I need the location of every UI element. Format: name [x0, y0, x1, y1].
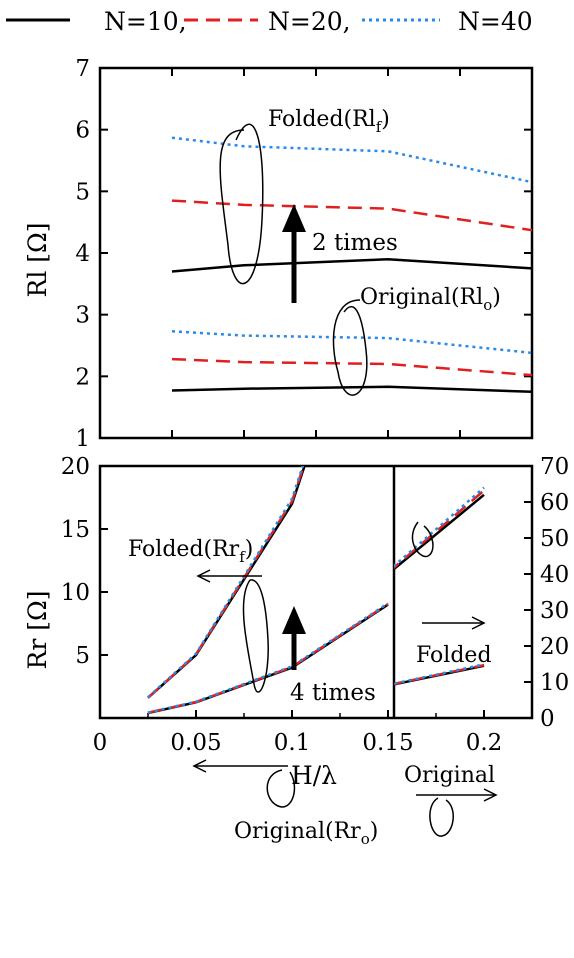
top-y-axis-label: Rl [Ω] [23, 223, 52, 298]
top-ytick-labels: 1 2 3 4 5 6 7 [75, 56, 90, 452]
bottom-xtick-label: 0.2 [466, 730, 503, 756]
bottom-ratio-label: 4 times [290, 680, 376, 706]
bottom-ticks [100, 501, 532, 718]
bottom-ytick-label-right: 30 [540, 598, 569, 624]
bottom-folded-right-arrowhead [471, 616, 486, 630]
legend-label-n20: N=20, [268, 7, 351, 36]
bottom-left-line-folded-n20 [147, 466, 305, 699]
top-ratio-arrow-head [282, 204, 306, 232]
bottom-ytick-label-right: 40 [540, 562, 569, 588]
bottom-ytick-label-right: 70 [540, 454, 569, 480]
bottom-folded-arrowhead [196, 569, 211, 583]
bottom-original-right-label: Original [404, 763, 495, 788]
bottom-folded-right-ellipse [411, 521, 434, 558]
bottom-folded-label: Folded(Rrf) [128, 537, 253, 566]
bottom-ytick-label-left: 15 [61, 517, 90, 543]
top-folded-label: Folded(Rlf) [268, 107, 390, 136]
bottom-left-line-folded-n10 [147, 466, 306, 699]
top-series-line-original-n40 [171, 330, 533, 355]
top-ytick-label: 5 [75, 179, 90, 205]
top-ytick-label: 2 [75, 364, 90, 390]
bottom-original-right-arrowhead [483, 788, 498, 802]
top-series-line-folded-n20 [171, 199, 533, 232]
top-series-line-original-n10 [171, 385, 533, 394]
bottom-folded-ellipse [242, 579, 269, 693]
legend-label-n10: N=10, [104, 7, 187, 36]
top-ytick-label: 1 [75, 426, 90, 452]
bottom-xtick-label: 0.05 [170, 730, 221, 756]
bottom-right-line-folded-n40 [394, 486, 485, 568]
bottom-ytick-label-right: 60 [540, 490, 569, 516]
bottom-xtick-labels: 0 0.05 0.1 0.15 0.2 [93, 730, 503, 756]
top-original-ellipse [332, 299, 368, 396]
bottom-left-line-original-n40 [147, 602, 389, 714]
bottom-folded-right-label: Folded [416, 643, 492, 668]
top-ratio-label: 2 times [312, 230, 398, 256]
bottom-right-line-original-n20 [394, 663, 485, 686]
bottom-ytick-label-left: 10 [61, 580, 90, 606]
bottom-ytick-label-left: 5 [75, 643, 90, 669]
legend-label-n40: N=40 [458, 7, 533, 36]
top-series-line-folded-n10 [171, 257, 533, 273]
legend: N=10, N=20, N=40 [6, 7, 533, 36]
bottom-original-right-ellipse [429, 797, 454, 837]
bottom-right-line-folded-n20 [394, 489, 485, 570]
bottom-xtick-label: 0.1 [274, 730, 311, 756]
bottom-original-label: Original(Rro) [234, 819, 378, 848]
bottom-series [147, 466, 485, 715]
bottom-x-axis-label: H/λ [291, 761, 337, 790]
bottom-original-arrowhead [192, 759, 207, 773]
top-ytick-label: 4 [75, 241, 90, 267]
top-folded-ellipse [219, 123, 264, 285]
bottom-right-line-folded-n10 [394, 493, 485, 571]
top-original-label: Original(Rlo) [360, 285, 501, 314]
bottom-original-ellipse [266, 769, 296, 808]
top-ytick-label: 7 [75, 56, 90, 82]
bottom-ratio-arrow-head [282, 606, 306, 634]
top-series-line-original-n20 [171, 357, 533, 377]
top-panel: 1 2 3 4 5 6 7 Rl [Ω] Folded(Rlf) Original(Rlo)… [23, 56, 534, 452]
top-ytick-label: 3 [75, 303, 90, 329]
top-series-line-folded-n40 [171, 136, 533, 184]
bottom-ytick-label-right: 10 [540, 670, 569, 696]
top-ticks [100, 68, 532, 438]
bottom-xtick-label: 0 [93, 730, 108, 756]
bottom-ytick-label-left: 20 [61, 454, 90, 480]
top-ytick-label: 6 [75, 118, 90, 144]
bottom-xtick-label: 0.15 [362, 730, 413, 756]
bottom-ytick-label-right: 20 [540, 634, 569, 660]
bottom-right-line-original-n40 [394, 663, 485, 685]
bottom-y-axis-label: Rr [Ω] [23, 591, 52, 670]
bottom-ytick-label-right: 0 [540, 706, 555, 732]
bottom-ytick-label-right: 50 [540, 526, 569, 552]
bottom-left-line-folded-n40 [147, 466, 305, 699]
bottom-ytick-labels-left: 5 10 15 20 [61, 454, 90, 669]
bottom-ytick-labels-right: 0 10 20 30 40 50 60 70 [540, 454, 569, 732]
top-series [171, 136, 533, 394]
